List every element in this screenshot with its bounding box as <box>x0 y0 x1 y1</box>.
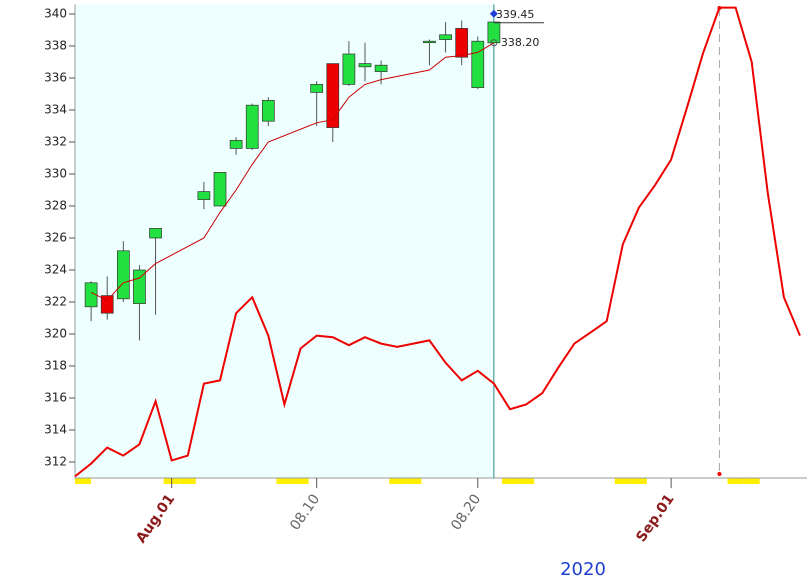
weekend-block <box>743 478 760 484</box>
y-tick-label: 334 <box>44 103 67 117</box>
annotation-diamond <box>489 9 498 18</box>
weekend-block <box>276 478 293 484</box>
y-tick-label: 312 <box>44 455 67 469</box>
weekend-block <box>727 478 744 484</box>
weekend-block <box>614 478 631 484</box>
weekend-block <box>75 478 91 484</box>
year-label: 2020 <box>560 559 606 580</box>
candle-body <box>116 250 130 300</box>
weekend-block <box>518 478 535 484</box>
candle-body <box>439 34 452 40</box>
candle-body <box>133 269 146 304</box>
indicator-line <box>74 6 801 478</box>
candle-body <box>100 295 114 314</box>
indicator-line <box>90 42 495 302</box>
candle-body <box>229 140 243 149</box>
weekend-block <box>389 478 406 484</box>
y-tick-label: 328 <box>44 199 67 213</box>
history-shade <box>75 4 494 479</box>
candle-body <box>84 282 98 308</box>
y-tick-label: 320 <box>44 327 67 341</box>
x-tick-label: 08.20 <box>448 491 484 533</box>
y-tick-label: 332 <box>44 135 67 149</box>
candle-body <box>455 28 469 58</box>
y-tick-label: 338 <box>44 39 67 53</box>
candle-body <box>245 104 259 149</box>
y-tick-label: 314 <box>44 423 67 437</box>
annotation-dot <box>490 39 498 47</box>
candle-body <box>326 63 340 128</box>
weekend-block <box>630 478 647 484</box>
marker-dot <box>717 472 722 476</box>
x-tick-label: Sep.01 <box>633 491 677 545</box>
y-tick-label: 340 <box>44 7 67 21</box>
annotation-label: 338.20 <box>501 36 540 49</box>
candle-body <box>310 84 324 93</box>
weekend-block <box>292 478 309 484</box>
y-tick-label: 324 <box>44 263 67 277</box>
y-tick-label: 318 <box>44 359 67 373</box>
y-tick-label: 326 <box>44 231 67 245</box>
y-tick-label: 336 <box>44 71 67 85</box>
candle-body <box>149 228 162 239</box>
y-tick-label: 330 <box>44 167 67 181</box>
weekend-block <box>405 478 422 484</box>
y-tick-label: 316 <box>44 391 67 405</box>
candle-body <box>423 40 436 44</box>
candle-body <box>342 53 356 85</box>
annotation-label: 339.45 <box>496 8 535 21</box>
candle-body <box>358 63 372 68</box>
candle-body <box>213 172 227 207</box>
x-tick-label: Aug.01 <box>133 491 178 546</box>
candle-body <box>471 40 485 88</box>
candle-body <box>374 64 388 72</box>
x-tick-label: 08.10 <box>287 491 323 533</box>
y-tick-label: 322 <box>44 295 67 309</box>
candle-body <box>261 100 275 122</box>
candle-body <box>197 191 211 200</box>
weekend-block <box>502 478 518 484</box>
weekend-block <box>179 478 196 484</box>
